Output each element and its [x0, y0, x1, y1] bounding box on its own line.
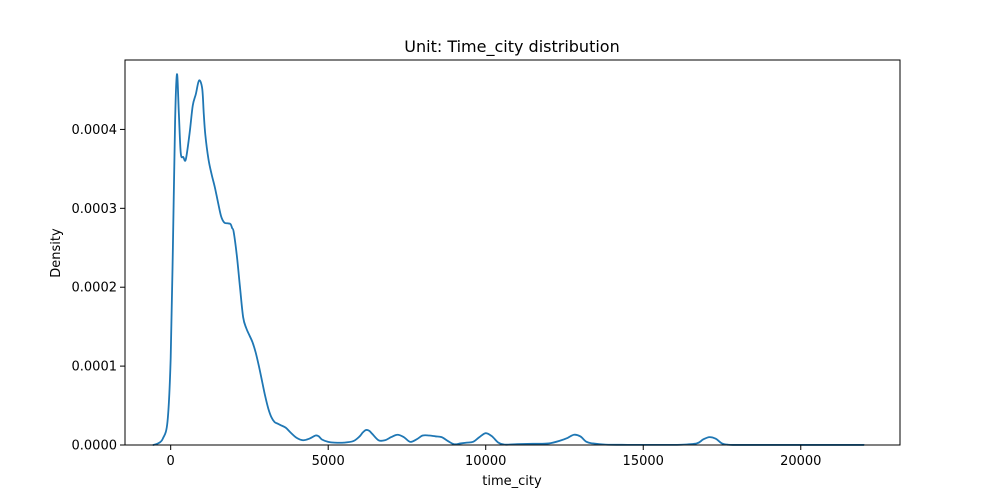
x-tick-label: 20000 [780, 454, 821, 469]
y-tick-label: 0.0001 [72, 360, 118, 375]
y-tick-label: 0.0000 [72, 439, 118, 454]
plot-frame [124, 59, 901, 446]
x-tick-label: 10000 [465, 454, 506, 469]
x-tick-label: 5000 [312, 454, 345, 469]
x-axis-ticks: 0 5000 10000 15000 20000 [167, 445, 821, 469]
x-axis-label: time_city [482, 474, 542, 489]
y-axis-ticks: 0.0000 0.0001 0.0002 0.0003 0.0004 [72, 123, 125, 454]
y-tick-label: 0.0004 [72, 123, 118, 138]
y-tick-label: 0.0003 [72, 202, 118, 217]
density-curve-0 [152, 73, 865, 446]
chart-title: Unit: Time_city distribution [404, 37, 619, 57]
y-axis-label: Density [49, 228, 64, 278]
plot-area [125, 60, 900, 445]
curve-layer [152, 73, 865, 446]
x-tick-label: 15000 [623, 454, 664, 469]
x-tick-label: 0 [167, 454, 175, 469]
y-tick-label: 0.0002 [72, 281, 118, 296]
